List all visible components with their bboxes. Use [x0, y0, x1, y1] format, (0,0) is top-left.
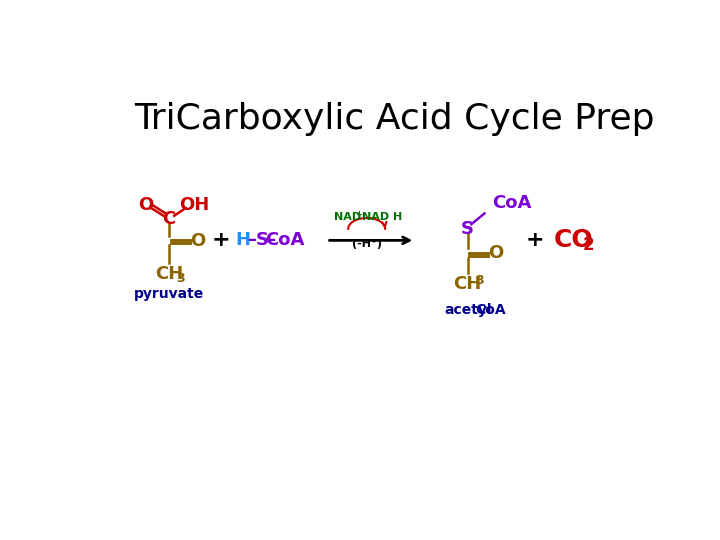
- Text: S: S: [461, 220, 474, 238]
- Text: OH: OH: [179, 196, 210, 214]
- Text: NAD H: NAD H: [362, 212, 402, 222]
- Text: 3: 3: [176, 272, 184, 285]
- Text: CH: CH: [155, 265, 183, 284]
- Text: acetyl: acetyl: [444, 302, 492, 316]
- Text: O: O: [487, 245, 503, 262]
- Text: –: –: [267, 231, 276, 249]
- Text: O: O: [138, 196, 153, 214]
- Text: CH: CH: [454, 275, 482, 293]
- Text: +: +: [525, 231, 544, 251]
- Text: +: +: [356, 210, 362, 219]
- Text: S: S: [256, 231, 269, 249]
- Text: O: O: [189, 232, 205, 250]
- Text: H: H: [235, 231, 251, 249]
- Text: C: C: [162, 210, 176, 228]
- Text: CO: CO: [554, 228, 593, 252]
- Text: –: –: [248, 231, 257, 249]
- Text: (-H⁺): (-H⁺): [351, 239, 382, 249]
- Text: NAD: NAD: [334, 212, 361, 222]
- Text: pyruvate: pyruvate: [134, 287, 204, 301]
- Text: CoA: CoA: [492, 194, 531, 212]
- Text: CoA: CoA: [475, 302, 506, 316]
- Text: 2: 2: [582, 236, 594, 254]
- Text: 3: 3: [474, 274, 483, 287]
- Text: +: +: [212, 231, 230, 251]
- Text: CoA: CoA: [266, 231, 305, 249]
- Text: TriCarboxylic Acid Cycle Prep: TriCarboxylic Acid Cycle Prep: [134, 102, 654, 136]
